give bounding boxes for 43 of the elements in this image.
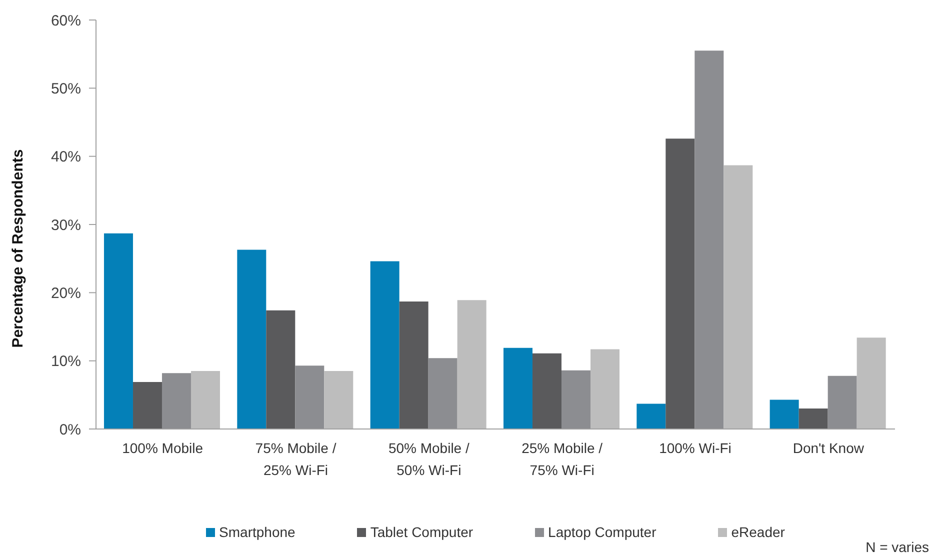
bar bbox=[666, 138, 695, 429]
x-tick-label: 25% Mobile / 75% Wi-Fi bbox=[522, 440, 603, 478]
bar bbox=[503, 348, 532, 429]
y-tick-label: 20% bbox=[50, 284, 81, 302]
bar bbox=[828, 376, 857, 429]
y-tick-label: 10% bbox=[50, 353, 81, 370]
bar bbox=[770, 400, 799, 429]
bar bbox=[399, 302, 428, 429]
bar bbox=[237, 250, 266, 429]
text: N = varies bbox=[866, 539, 929, 555]
x-tick-label: Don't Know bbox=[792, 440, 865, 456]
y-tick-label: 60% bbox=[50, 12, 81, 30]
bar bbox=[798, 408, 828, 429]
bar bbox=[590, 349, 620, 429]
bar bbox=[694, 50, 724, 429]
bar bbox=[856, 338, 886, 429]
bar bbox=[266, 310, 296, 429]
bar bbox=[324, 371, 354, 429]
bar bbox=[190, 371, 220, 429]
bar bbox=[457, 300, 486, 429]
x-tick-label: 50% Mobile / 50% Wi-Fi bbox=[388, 440, 470, 478]
y-axis-title: Percentage of Respondents bbox=[10, 149, 26, 348]
y-tick-label: 30% bbox=[50, 216, 81, 234]
legend-label: Laptop Computer bbox=[548, 524, 656, 540]
y-tick-label: 40% bbox=[50, 148, 81, 166]
legend-label: Tablet Computer bbox=[370, 524, 474, 540]
x-tick-label: 75% Mobile / 25% Wi-Fi bbox=[255, 440, 336, 478]
legend-label: eReader bbox=[731, 524, 785, 540]
bar bbox=[428, 358, 458, 429]
y-tick-label: 50% bbox=[50, 80, 81, 98]
bar bbox=[132, 382, 162, 429]
bar bbox=[561, 370, 590, 429]
bar bbox=[295, 366, 324, 429]
bar bbox=[162, 373, 191, 429]
bar bbox=[636, 404, 666, 429]
bar bbox=[724, 165, 753, 429]
y-tick-label: 0% bbox=[59, 421, 81, 438]
bar bbox=[532, 353, 562, 429]
bar bbox=[370, 261, 400, 429]
x-tick-label: 100% Mobile bbox=[122, 440, 204, 456]
bar bbox=[104, 233, 133, 429]
legend-label: Smartphone bbox=[219, 524, 296, 540]
x-tick-label: 100% Wi-Fi bbox=[659, 440, 732, 456]
